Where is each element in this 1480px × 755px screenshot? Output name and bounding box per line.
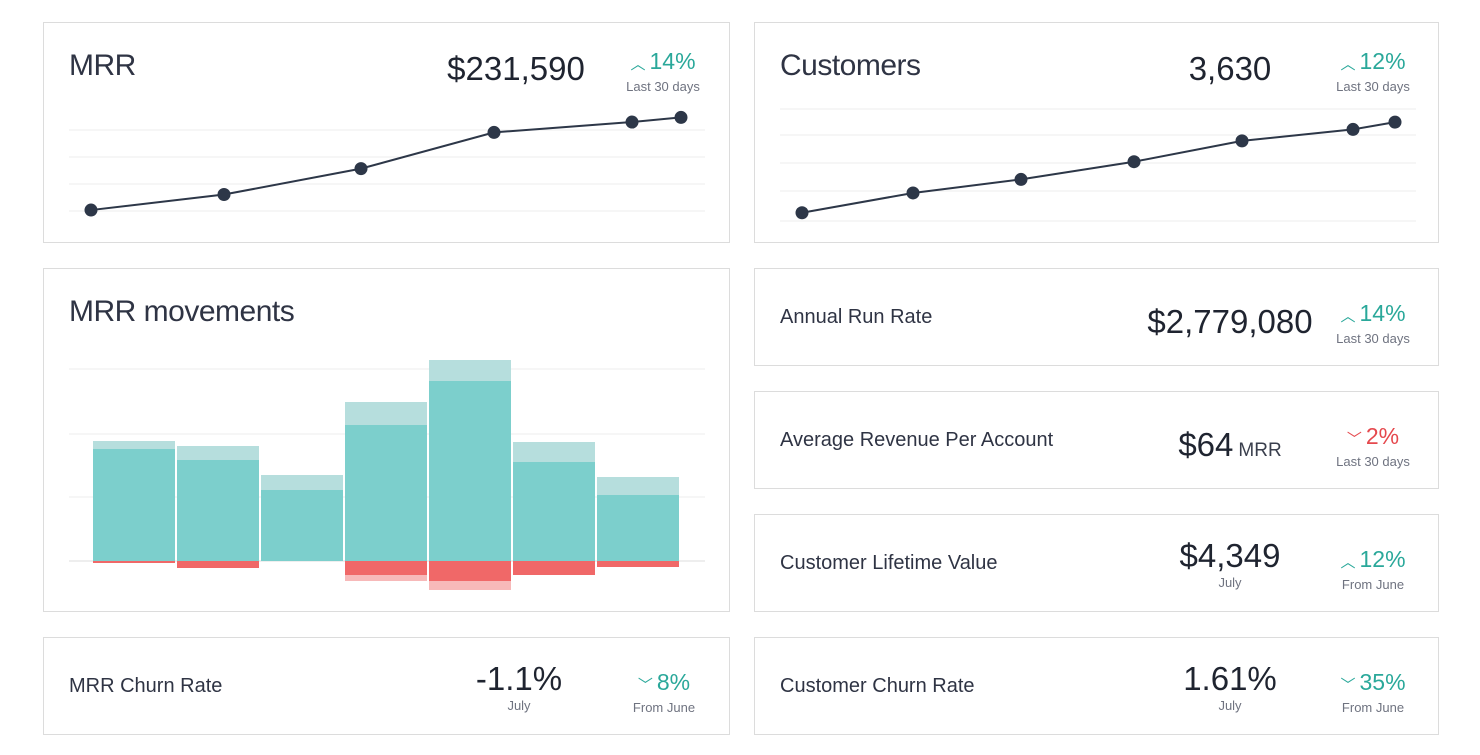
- bar-expansion-mrr: [597, 477, 679, 495]
- bar-churn-mrr: [177, 561, 259, 568]
- customer-lifetime-value-card: Customer Lifetime Value $4,349 July ︿ 12%…: [754, 514, 1439, 612]
- bar-expansion-mrr: [93, 441, 175, 449]
- metric-value: 3,630: [1188, 50, 1272, 87]
- mrr-movements-bar-chart: [69, 360, 705, 590]
- data-point: [795, 206, 809, 220]
- delta-value: 35%: [1359, 669, 1406, 695]
- delta-indicator: ︿ 14% Last 30 days: [608, 49, 718, 94]
- data-point: [1388, 115, 1402, 129]
- data-point: [354, 162, 368, 176]
- bar-new-mrr: [261, 490, 343, 561]
- metric-value-amount: $64: [1178, 426, 1234, 463]
- arpa-card: Average Revenue Per Account $64 MRR ﹀ 2% L…: [754, 391, 1439, 489]
- delta-value: 14%: [1359, 300, 1406, 326]
- bar-expansion-mrr: [513, 442, 595, 462]
- delta-indicator: ﹀ 35% From June: [1318, 670, 1428, 715]
- bar-churn-mrr: [597, 561, 679, 567]
- delta-indicator: ︿ 12% From June: [1318, 547, 1428, 592]
- metric-period: July: [1218, 698, 1242, 713]
- card-title: Customers: [780, 49, 921, 82]
- bar-contraction-mrr: [429, 581, 511, 590]
- data-point: [625, 115, 639, 129]
- metric-label: Customer Churn Rate: [780, 674, 975, 697]
- data-point: [1127, 155, 1141, 169]
- delta-period: Last 30 days: [626, 79, 700, 94]
- delta-period: From June: [1341, 577, 1405, 592]
- data-point: [1014, 172, 1028, 186]
- metric-value: $2,779,080: [1147, 303, 1313, 340]
- bar-contraction-mrr: [345, 575, 427, 581]
- bar-expansion-mrr: [345, 402, 427, 425]
- bar-expansion-mrr: [177, 446, 259, 460]
- metric-label: Annual Run Rate: [780, 305, 933, 328]
- bar-new-mrr: [345, 425, 427, 561]
- metric-label: Customer Lifetime Value: [780, 551, 998, 574]
- bar-churn-mrr: [93, 561, 175, 563]
- mrr-movements-card: MRR movements: [43, 268, 730, 612]
- bar-new-mrr: [513, 462, 595, 561]
- chevron-up-icon: ︿: [1340, 56, 1356, 73]
- card-title: MRR movements: [69, 295, 295, 328]
- metric-label: Average Revenue Per Account: [780, 428, 1054, 451]
- bar-churn-mrr: [345, 561, 427, 575]
- metric-value: -1.1%: [475, 660, 563, 697]
- bar-churn-mrr: [429, 561, 511, 581]
- bar-new-mrr: [93, 449, 175, 561]
- delta-period: From June: [632, 700, 696, 715]
- annual-run-rate-card: Annual Run Rate $2,779,080 ︿ 14% Last 30 …: [754, 268, 1439, 366]
- delta-period: Last 30 days: [1336, 331, 1410, 346]
- metric-value: $231,590: [447, 50, 585, 87]
- data-point: [906, 186, 920, 200]
- delta-period: Last 30 days: [1336, 454, 1410, 469]
- chevron-down-icon: ﹀: [637, 677, 653, 694]
- delta-value: 12%: [1359, 48, 1406, 74]
- delta-value: 14%: [649, 48, 696, 74]
- mrr-line-chart: [69, 110, 705, 217]
- bar-expansion-mrr: [261, 475, 343, 490]
- data-point: [674, 110, 688, 124]
- bar-new-mrr: [597, 495, 679, 561]
- metric-value: 1.61%: [1183, 660, 1277, 697]
- delta-value: 12%: [1359, 546, 1406, 572]
- data-point: [84, 203, 98, 217]
- chevron-up-icon: ︿: [1340, 308, 1356, 325]
- bar-churn-mrr: [513, 561, 595, 575]
- chevron-down-icon: ﹀: [1340, 677, 1356, 694]
- delta-value: 8%: [656, 669, 691, 695]
- delta-indicator: ︿ 14% Last 30 days: [1318, 301, 1428, 346]
- delta-indicator: ﹀ 8% From June: [609, 670, 719, 715]
- mrr-churn-rate-card: MRR Churn Rate -1.1% July ﹀ 8% From June: [43, 637, 730, 735]
- customers-card: Customers 3,630 ︿ 12% Last 30 days: [754, 22, 1439, 243]
- series-line: [90, 116, 682, 212]
- bar-new-mrr: [429, 381, 511, 561]
- data-point: [1346, 122, 1360, 136]
- metric-value: $4,349: [1179, 537, 1281, 574]
- delta-indicator: ﹀ 2% Last 30 days: [1318, 424, 1428, 469]
- mrr-card: MRR $231,590 ︿ 14% Last 30 days: [43, 22, 730, 243]
- data-point: [487, 125, 501, 139]
- chevron-up-icon: ︿: [630, 56, 646, 73]
- data-point: [1235, 134, 1249, 148]
- customer-churn-rate-card: Customer Churn Rate 1.61% July ﹀ 35% From…: [754, 637, 1439, 735]
- metric-period: July: [507, 698, 531, 713]
- bar-expansion-mrr: [429, 360, 511, 381]
- chevron-down-icon: ﹀: [1346, 431, 1362, 448]
- metric-label: MRR Churn Rate: [69, 674, 223, 697]
- chevron-up-icon: ︿: [1340, 554, 1356, 571]
- delta-indicator: ︿ 12% Last 30 days: [1318, 49, 1428, 94]
- delta-value: 2%: [1365, 423, 1400, 449]
- metric-period: July: [1218, 575, 1242, 590]
- delta-period: Last 30 days: [1336, 79, 1410, 94]
- metric-value-unit: MRR: [1238, 440, 1282, 461]
- customers-line-chart: [780, 108, 1416, 222]
- metric-value: $64 MRR: [1155, 426, 1305, 464]
- data-point: [217, 188, 231, 202]
- bar-new-mrr: [177, 460, 259, 561]
- card-title: MRR: [69, 49, 136, 82]
- delta-period: From June: [1341, 700, 1405, 715]
- series-line: [801, 121, 1396, 214]
